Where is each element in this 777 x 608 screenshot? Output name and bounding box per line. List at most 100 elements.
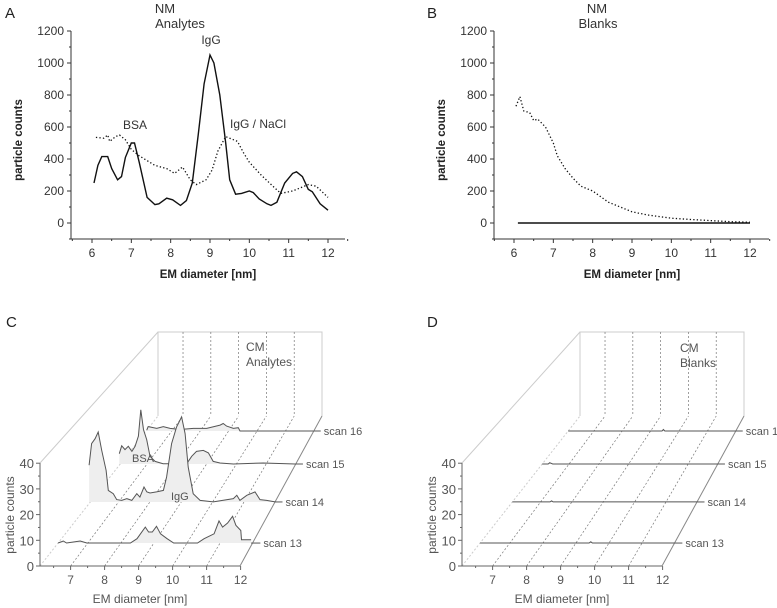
y-tick-label: 1200 (37, 24, 64, 38)
floor-grid-line (526, 415, 634, 567)
floor-grid-line (628, 415, 717, 567)
chart-a: NM Analytes IgG BSA IgG / NaCl EM diamet… (13, 1, 349, 281)
y-tick-label: 20 (20, 508, 34, 523)
x-tick-label: 8 (589, 246, 596, 260)
chart-a-title-line1: NM (155, 1, 175, 16)
annotation-igg-nacl: IgG / NaCl (230, 117, 286, 131)
chart-a-title-line2: Analytes (155, 16, 205, 31)
scan-label: scan 16 (324, 426, 363, 438)
floor-grid-line (70, 415, 184, 567)
chart-c-xlabel: EM diameter [nm] (93, 592, 188, 606)
chart-b-xlabel: EM diameter [nm] (584, 269, 681, 281)
floor-right-edge (661, 415, 745, 567)
scan-line-scan-15 (118, 409, 296, 465)
x-tick-label: 11 (622, 573, 635, 587)
x-tick-label: 7 (489, 573, 496, 587)
y-tick-label: 200 (44, 184, 64, 198)
annotation-bsa: BSA (123, 118, 147, 132)
x-tick-label: 9 (207, 246, 214, 260)
x-tick-label: 6 (511, 246, 518, 260)
x-tick-label: 12 (743, 246, 757, 260)
x-tick-label: 10 (166, 573, 180, 587)
floor-grid-line (594, 415, 689, 567)
x-tick-label: 12 (321, 246, 335, 260)
y-tick-label: 400 (467, 152, 487, 166)
scan-label: scan 16 (746, 426, 777, 438)
chart-d-title-line1: CM (680, 341, 699, 355)
x-tick-label: 8 (523, 573, 530, 587)
perspective-edge (39, 331, 159, 464)
chart-d: scan 16 scan 15 scan 14 scan 13 0 10 20 30 40 7 8 9… (425, 331, 777, 606)
y-tick-label: 1000 (37, 56, 64, 70)
chart-c-title-line2: Analytes (246, 355, 292, 369)
y-tick-label: 1000 (460, 56, 487, 70)
x-tick-label: 9 (557, 573, 564, 587)
scan-fill-scan-14 (89, 416, 276, 502)
panel-letter-c: C (6, 314, 17, 331)
y-tick-label: 0 (480, 216, 487, 230)
chart-d-ylabel: particle counts (425, 476, 439, 553)
series-line-solid (93, 52, 329, 211)
y-tick-label: 600 (467, 120, 487, 134)
chart-a-ylabel: particle counts (13, 99, 25, 181)
x-tick-label: 10 (665, 246, 679, 260)
y-tick-label: 10 (20, 533, 34, 548)
floor-grid-line (172, 415, 267, 567)
scan-line-scan-14 (88, 415, 276, 503)
back-wall (157, 331, 323, 416)
y-tick-label: 0 (27, 559, 34, 574)
floor-grid-line (104, 415, 212, 567)
y-tick-label: 800 (44, 88, 64, 102)
x-tick-label: 8 (101, 573, 108, 587)
y-tick-label: 10 (442, 533, 456, 548)
scan-label: scan 13 (685, 538, 724, 550)
x-tick-label: 9 (629, 246, 636, 260)
scan-label: scan 15 (728, 459, 767, 471)
x-tick-label: 10 (588, 573, 602, 587)
y-tick-label: 0 (449, 559, 456, 574)
x-tick-label: 7 (67, 573, 74, 587)
x-tick-label: 6 (89, 246, 96, 260)
y-tick-label: 0 (57, 216, 64, 230)
x-tick-label: 9 (135, 573, 142, 587)
x-tick-label: 11 (282, 246, 295, 260)
scan-label: scan 14 (286, 497, 325, 509)
scan-fill-scan-15 (119, 409, 296, 464)
chart-d-xlabel: EM diameter [nm] (515, 592, 610, 606)
panel-letter-b: B (427, 5, 437, 22)
chart-b-ylabel: particle counts (436, 99, 448, 181)
x-tick-label: 12 (234, 573, 248, 587)
chart-d-title-line2: Blanks (680, 356, 716, 370)
chart-c: scan 16 scan 15 scan 14 scan 13 0 10 20 30 40 7 8 9… (3, 331, 363, 606)
x-tick-label: 12 (656, 573, 670, 587)
y-tick-label: 30 (442, 482, 456, 497)
y-tick-label: 200 (467, 184, 487, 198)
panel-letter-a: A (5, 5, 15, 22)
scan-line-scan-16 (568, 428, 736, 432)
x-tick-label: 10 (243, 246, 257, 260)
annotation-igg-c: IgG (171, 491, 189, 503)
scan-label: scan 14 (708, 497, 747, 509)
scan-line-scan-15 (542, 462, 718, 465)
chart-b: NM Blanks EM diameter [nm] particle coun… (436, 1, 771, 281)
floor-grid-line (492, 415, 606, 567)
scan-line-scan-14 (512, 500, 698, 503)
x-tick-label: 7 (128, 246, 135, 260)
y-tick-label: 600 (44, 120, 64, 134)
chart-a-xlabel: EM diameter [nm] (160, 269, 257, 281)
x-tick-label: 11 (704, 246, 717, 260)
scan-line-scan-13 (57, 515, 252, 544)
x-tick-label: 8 (167, 246, 174, 260)
back-wall (579, 331, 745, 416)
y-tick-label: 40 (20, 456, 34, 471)
x-tick-label: 7 (550, 246, 557, 260)
annotation-igg: IgG (201, 33, 220, 47)
x-tick-label: 11 (200, 573, 213, 587)
scan-line-scan-13 (480, 541, 676, 544)
panel-letter-d: D (427, 314, 438, 331)
y-tick-label: 30 (20, 482, 34, 497)
y-tick-label: 20 (442, 508, 456, 523)
floor-right-edge (239, 415, 323, 567)
chart-b-title-line1: NM (587, 1, 607, 16)
scan-label: scan 13 (263, 538, 302, 550)
